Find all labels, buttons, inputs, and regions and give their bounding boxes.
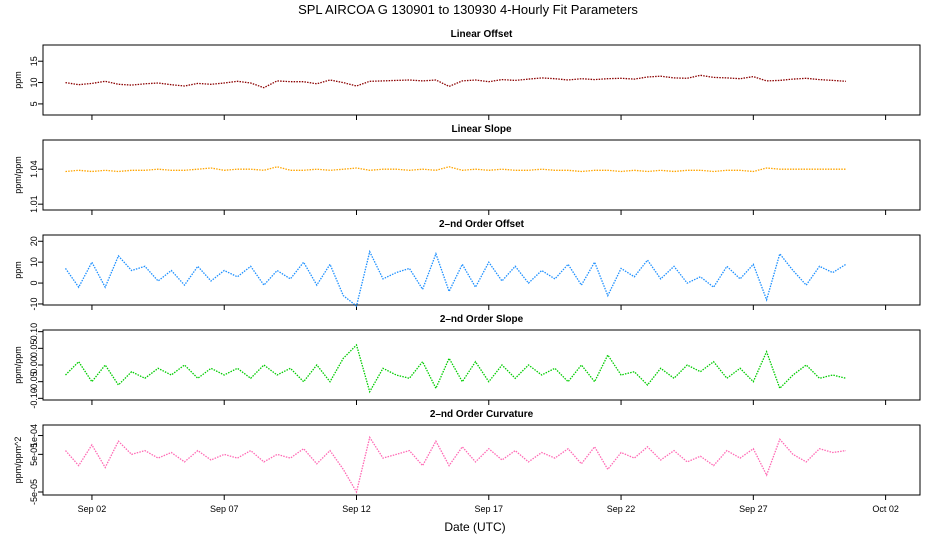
y-axis-label: ppm/ppm^2 (13, 437, 23, 484)
panel-4: 2–nd Order Slope ppm/ppm -0.10-0.050.000.0… (13, 314, 921, 409)
x-tick-label: Oct 02 (872, 504, 899, 514)
x-tick-label: Sep 07 (210, 504, 239, 514)
x-tick-label: Sep 02 (78, 504, 107, 514)
y-tick-label: 0.10 (29, 323, 39, 341)
y-tick-label: 10 (29, 257, 39, 267)
y-tick-label: 1e-04 (29, 424, 39, 447)
panel-frame (42, 424, 921, 496)
panel-3: 2–nd Order Offset ppm -10 0 10 20 (13, 219, 921, 310)
series-line (65, 74, 846, 89)
y-axis-label: ppm (13, 261, 23, 279)
y-tick-label: -5e-05 (29, 479, 39, 505)
panel-frame (42, 329, 921, 401)
panel-1: Linear Offset ppm 5 10 15 (13, 29, 921, 120)
panel-title: Linear Slope (451, 124, 511, 135)
panel-5: 2–nd Order Curvature ppm/ppm^2 -5e-05 5e-05… (13, 409, 921, 514)
y-tick-label: -0.05 (29, 371, 39, 392)
panel-title: Linear Offset (451, 29, 513, 40)
y-tick-label: 0.00 (29, 356, 39, 374)
x-axis-label: Date (UTC) (444, 520, 505, 534)
panel-frame (42, 139, 921, 211)
x-tick-label: Sep 12 (342, 504, 371, 514)
series-line (65, 435, 846, 494)
y-tick-label: 1.01 (29, 195, 39, 213)
y-tick-label: 5 (29, 101, 39, 106)
panel-2: Linear Slope ppm/ppm 1.01 1.04 (13, 124, 921, 215)
series-line (65, 343, 847, 394)
panels-group: Linear Offset ppm 5 10 15 Linear Slope ppm/ppm… (13, 29, 921, 514)
y-tick-label: 10 (29, 78, 39, 88)
y-tick-label: -10 (29, 297, 39, 310)
panel-title: 2–nd Order Offset (439, 219, 525, 230)
panel-title: 2–nd Order Curvature (430, 409, 534, 420)
x-tick-label: Sep 17 (475, 504, 504, 514)
y-tick-label: 1.04 (29, 160, 39, 178)
y-axis-label: ppm (13, 71, 23, 89)
x-tick-label: Sep 27 (739, 504, 768, 514)
y-tick-label: 5e-05 (29, 443, 39, 466)
y-tick-label: 20 (29, 236, 39, 246)
y-tick-label: 0.05 (29, 340, 39, 358)
y-tick-label: 15 (29, 56, 39, 66)
chart-title: SPL AIRCOA G 130901 to 130930 4-Hourly F… (298, 2, 638, 17)
panel-frame (42, 44, 921, 116)
y-axis-label: ppm/ppm (13, 156, 23, 194)
y-tick-label: 0 (29, 281, 39, 286)
x-tick-label: Sep 22 (607, 504, 636, 514)
panel-frame (42, 234, 921, 306)
y-tick-label: -0.10 (29, 388, 39, 409)
y-axis-label: ppm/ppm (13, 346, 23, 384)
panel-title: 2–nd Order Slope (440, 314, 524, 325)
series-line (65, 166, 846, 173)
series-line (64, 249, 847, 308)
